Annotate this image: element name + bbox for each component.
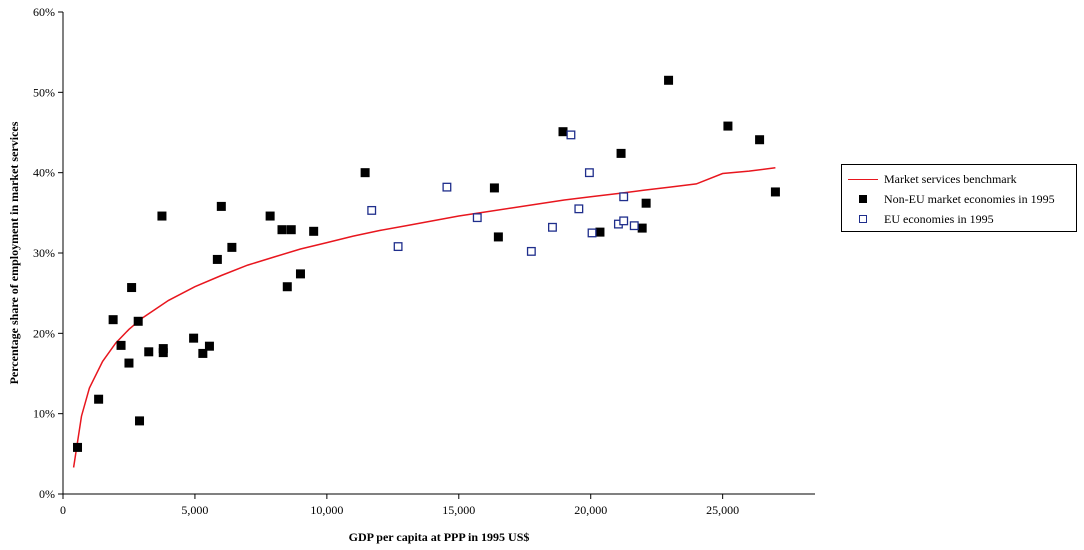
legend-label-benchmark: Market services benchmark: [884, 171, 1017, 186]
y-tick-label: 20%: [33, 326, 55, 340]
eu-point: [367, 205, 377, 215]
y-tick-label: 10%: [33, 407, 55, 421]
legend-item-benchmark: Market services benchmark: [848, 169, 1076, 189]
non-eu-point: [265, 211, 275, 221]
non-eu-point: [493, 232, 503, 242]
y-tick-label: 60%: [33, 5, 55, 19]
non-eu-point: [637, 223, 647, 233]
eu-point: [393, 242, 403, 252]
eu-point: [619, 192, 629, 202]
non-eu-point: [558, 127, 568, 137]
non-eu-point: [212, 254, 222, 264]
non-eu-point: [133, 316, 143, 326]
eu-point: [574, 204, 584, 214]
non-eu-point: [227, 242, 237, 252]
non-eu-point: [755, 135, 765, 145]
legend-swatch-filled-square: [848, 193, 878, 205]
y-tick-label: 30%: [33, 246, 55, 260]
y-axis-title: Percentage share of employment in market…: [7, 121, 21, 384]
non-eu-point: [116, 340, 126, 350]
non-eu-point: [216, 201, 226, 211]
eu-point: [629, 221, 639, 231]
non-eu-point: [641, 198, 651, 208]
x-tick-label: 0: [60, 503, 66, 517]
legend-swatch-line: [848, 173, 878, 185]
legend-item-eu: EU economies in 1995: [848, 209, 1076, 229]
x-tick-label: 20,000: [574, 503, 607, 517]
non-eu-point: [108, 315, 118, 325]
eu-point: [566, 130, 576, 140]
y-tick-label: 0%: [39, 487, 55, 501]
non-eu-point: [489, 183, 499, 193]
non-eu-point: [204, 341, 214, 351]
x-tick-label: 25,000: [706, 503, 739, 517]
eu-points: [367, 130, 639, 256]
legend-label-non-eu: Non-EU market economies in 1995: [884, 191, 1055, 206]
legend-label-eu: EU economies in 1995: [884, 211, 994, 226]
non-eu-point: [144, 347, 154, 357]
non-eu-point: [309, 226, 319, 236]
x-tick-label: 5,000: [181, 503, 208, 517]
non-eu-point: [94, 394, 104, 404]
non-eu-point: [198, 348, 208, 358]
non-eu-point: [295, 269, 305, 279]
eu-point: [619, 216, 629, 226]
non-eu-point: [282, 282, 292, 292]
non-eu-point: [158, 348, 168, 358]
y-ticks: 0% 10% 20% 30% 40% 50% 60%: [33, 5, 63, 501]
x-tick-label: 15,000: [442, 503, 475, 517]
eu-point: [442, 182, 452, 192]
eu-point: [584, 168, 594, 178]
non-eu-point: [595, 227, 605, 237]
non-eu-point: [360, 168, 370, 178]
eu-point: [526, 246, 536, 256]
x-tick-label: 10,000: [310, 503, 343, 517]
non-eu-point: [157, 211, 167, 221]
non-eu-point: [723, 121, 733, 131]
eu-point: [587, 228, 597, 238]
eu-point: [472, 213, 482, 223]
non-eu-point: [664, 75, 674, 85]
non-eu-point: [286, 225, 296, 235]
y-tick-label: 40%: [33, 166, 55, 180]
non-eu-point: [770, 187, 780, 197]
eu-point: [548, 222, 557, 232]
benchmark-line: [72, 167, 776, 468]
non-eu-points: [73, 75, 780, 452]
legend-item-non-eu: Non-EU market economies in 1995: [848, 189, 1076, 209]
non-eu-point: [189, 333, 199, 343]
plot-area: 0 5,000 10,000 15,000 20,000 25,000 0% 10% 20% 3…: [33, 5, 815, 517]
y-tick-label: 50%: [33, 85, 55, 99]
x-ticks: 0 5,000 10,000 15,000 20,000 25,000: [60, 494, 739, 517]
non-eu-point: [127, 283, 137, 293]
non-eu-point: [73, 442, 83, 452]
non-eu-point: [616, 148, 626, 158]
non-eu-point: [277, 225, 287, 235]
x-axis-title: GDP per capita at PPP in 1995 US$: [349, 530, 530, 544]
non-eu-point: [135, 416, 145, 426]
legend: Market services benchmark Non-EU market …: [841, 164, 1077, 232]
non-eu-point: [124, 358, 134, 368]
legend-swatch-open-square: [848, 213, 878, 225]
